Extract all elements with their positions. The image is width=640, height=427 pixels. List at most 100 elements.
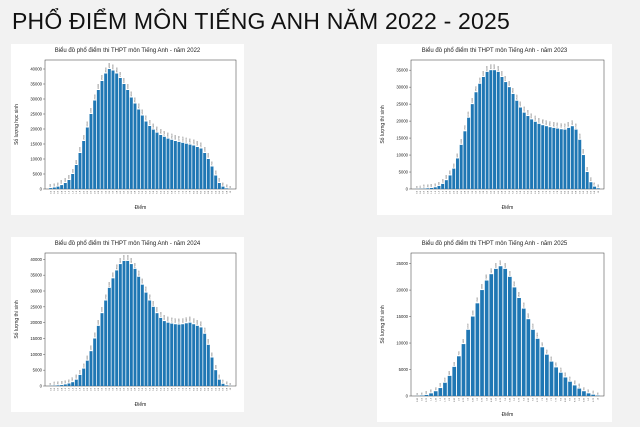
x-tick-label: 7.0 — [542, 397, 544, 401]
bar-data-label: 13000 — [461, 139, 463, 144]
bar — [463, 131, 467, 189]
bar-data-label: 18000 — [568, 122, 570, 127]
bar-data-label: 14800 — [190, 139, 192, 144]
y-axis-label: Số lượng thí sinh — [380, 305, 386, 344]
bar-data-label: 7500 — [212, 162, 214, 166]
x-tick-label: 1.8 — [80, 190, 82, 194]
x-tick-label: 5.0 — [138, 387, 140, 391]
bar — [203, 153, 207, 189]
bar — [166, 138, 170, 189]
x-tick-label: 7.0 — [175, 190, 177, 194]
x-tick-label: 2.25 — [454, 397, 456, 402]
bar — [438, 388, 443, 396]
x-tick-label: 7.0 — [542, 190, 544, 194]
bar-data-label: 800 — [223, 183, 225, 186]
x-tick-label: 0.6 — [58, 387, 60, 391]
bar-data-label: 900 — [435, 387, 437, 390]
bar — [485, 71, 489, 189]
bar-data-label: 20000 — [190, 317, 192, 322]
bar — [173, 324, 177, 386]
bar-data-label: 28500 — [476, 86, 478, 91]
y-tick-label: 15000 — [30, 336, 42, 341]
x-tick-label: 0.2 — [416, 190, 418, 194]
x-tick-label: 2.2 — [87, 190, 89, 194]
bar — [96, 90, 100, 189]
x-tick-label: 9.0 — [579, 190, 581, 194]
bar-data-label: 18000 — [160, 129, 162, 134]
bar-data-label: 35000 — [494, 64, 496, 69]
bar-data-label: 36000 — [102, 75, 104, 80]
x-tick-label: 6.25 — [528, 397, 530, 402]
bar-data-label: 21000 — [468, 112, 470, 117]
x-tick-label: 0.8 — [61, 387, 63, 391]
bar-data-label: 16800 — [168, 133, 170, 138]
bar — [593, 186, 597, 189]
bar — [104, 300, 108, 386]
bar — [184, 143, 188, 189]
x-tick-label: 9.4 — [219, 387, 221, 391]
x-tick-label: 6.8 — [539, 190, 541, 194]
x-tick-label: 2.75 — [463, 397, 465, 402]
x-tick-label: 4.8 — [135, 190, 137, 194]
bar — [67, 383, 71, 386]
bar — [554, 367, 558, 396]
bar-data-label: 300 — [61, 381, 63, 384]
bar — [144, 292, 148, 386]
bar-data-label: 200 — [226, 381, 228, 384]
bar-data-label: 15000 — [94, 333, 96, 338]
bar — [122, 260, 126, 386]
bar — [155, 132, 159, 189]
bar-data-label: 36500 — [116, 264, 118, 269]
bar — [74, 165, 78, 189]
bar — [457, 356, 461, 396]
x-tick-label: 4.25 — [491, 397, 493, 402]
bar-data-label: 2600 — [446, 175, 448, 179]
x-tick-label: 2.0 — [449, 397, 451, 401]
bar-data-label: 24000 — [496, 263, 498, 268]
x-tick-label: 2.8 — [464, 190, 466, 194]
bar — [496, 71, 500, 189]
bar-data-label: 19000 — [98, 320, 100, 325]
bar-data-label: 19400 — [179, 319, 181, 324]
x-tick-label: 3.25 — [472, 397, 474, 402]
plot-frame — [44, 59, 237, 190]
bar-data-label: 18000 — [553, 122, 555, 127]
bar — [521, 308, 526, 396]
bar — [596, 188, 600, 189]
bar-data-label: 1500 — [440, 383, 442, 387]
bar — [93, 338, 97, 386]
x-tick-label: 9.0 — [212, 190, 214, 194]
bar-data-label: 18500 — [572, 120, 574, 125]
bar — [589, 182, 593, 189]
x-tick-label: 5.6 — [516, 190, 518, 194]
bar-data-label: 200 — [58, 381, 60, 384]
x-tick-label: 0.5 — [421, 397, 423, 401]
x-tick-label: 8.0 — [560, 397, 562, 401]
bar-data-label: 18200 — [550, 121, 552, 126]
bar — [89, 114, 93, 189]
x-tick-label: 8.6 — [572, 190, 574, 194]
bar-data-label: 700 — [223, 380, 225, 383]
bar-data-label: 17000 — [464, 125, 466, 130]
bar-data-label: 31000 — [479, 78, 481, 83]
bar — [203, 333, 207, 386]
bar-data-label: 1300 — [61, 180, 63, 184]
bar-data-label: 34000 — [113, 272, 115, 277]
bar — [199, 327, 203, 386]
bar — [159, 317, 163, 386]
bar-data-label: 4000 — [450, 170, 452, 174]
bar — [195, 147, 199, 189]
x-tick-label: 4.8 — [135, 387, 137, 391]
x-axis-label: Điểm — [502, 411, 514, 418]
x-tick-label: 8.5 — [570, 397, 572, 401]
bar — [151, 306, 155, 386]
bar — [74, 379, 78, 386]
bar-data-label: 20500 — [531, 113, 533, 118]
bar — [577, 388, 582, 396]
x-tick-label: 6.6 — [168, 190, 170, 194]
x-tick-label: 2.4 — [91, 190, 93, 194]
bar — [126, 90, 130, 189]
bar-data-label: 22500 — [146, 116, 148, 121]
bar — [429, 393, 433, 396]
x-tick-label: 4.5 — [496, 397, 498, 401]
